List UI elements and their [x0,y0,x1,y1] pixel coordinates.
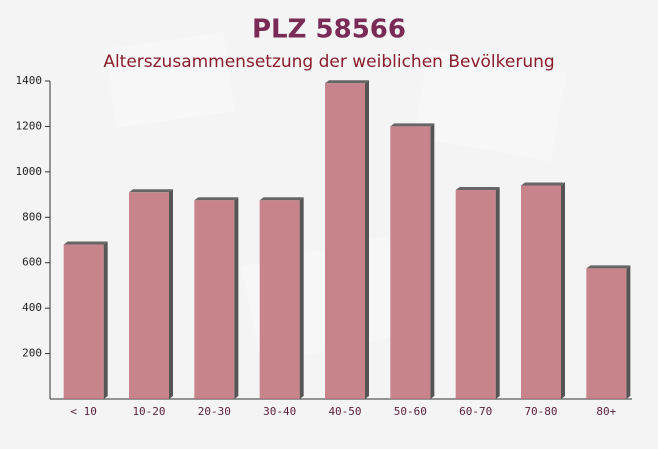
x-tick-label: 80+ [596,405,616,418]
chart-subtitle: Alterszusammensetzung der weiblichen Bev… [103,52,554,72]
bar-side [495,187,500,399]
bar-side [365,80,369,400]
bar [129,192,169,399]
chart-title: PLZ 58566 [252,15,406,45]
x-tick-label: 70-80 [524,405,557,418]
bar [325,83,365,400]
bar-top [325,80,369,84]
y-tick-label: 600 [22,256,42,269]
bar [259,200,300,399]
x-tick-label: 20-30 [198,405,231,418]
x-tick-label: < 10 [70,405,97,418]
y-tick-label: 1000 [16,165,43,178]
bar-top [129,189,173,193]
bar-side [561,182,565,399]
bar [390,126,431,399]
bar-top [521,182,565,186]
x-tick-label: 10-20 [132,405,165,418]
x-tick-label: 40-50 [328,405,361,418]
bar-top [259,197,304,201]
x-tick-label: 50-60 [394,405,427,418]
bar-top [586,265,631,269]
x-tick-label: 60-70 [459,405,492,418]
bar-side [234,197,239,399]
bar-top [455,187,500,191]
bar [194,200,235,399]
bar-side [299,197,304,399]
bar [521,185,561,399]
y-tick-label: 1200 [16,119,43,132]
y-tick-label: 1400 [16,74,43,87]
bar [455,190,496,399]
y-tick-label: 800 [22,210,42,223]
bar-top [390,123,435,127]
bar-side [626,265,631,399]
y-tick-label: 200 [22,347,42,360]
bar [63,244,104,399]
bar-side [430,123,435,399]
x-tick-label: 30-40 [263,405,296,418]
bar-side [169,189,173,399]
bar-top [63,241,108,245]
bar [586,268,627,399]
bar-side [103,241,108,399]
y-tick-label: 400 [22,301,42,314]
bar-top [194,197,239,201]
